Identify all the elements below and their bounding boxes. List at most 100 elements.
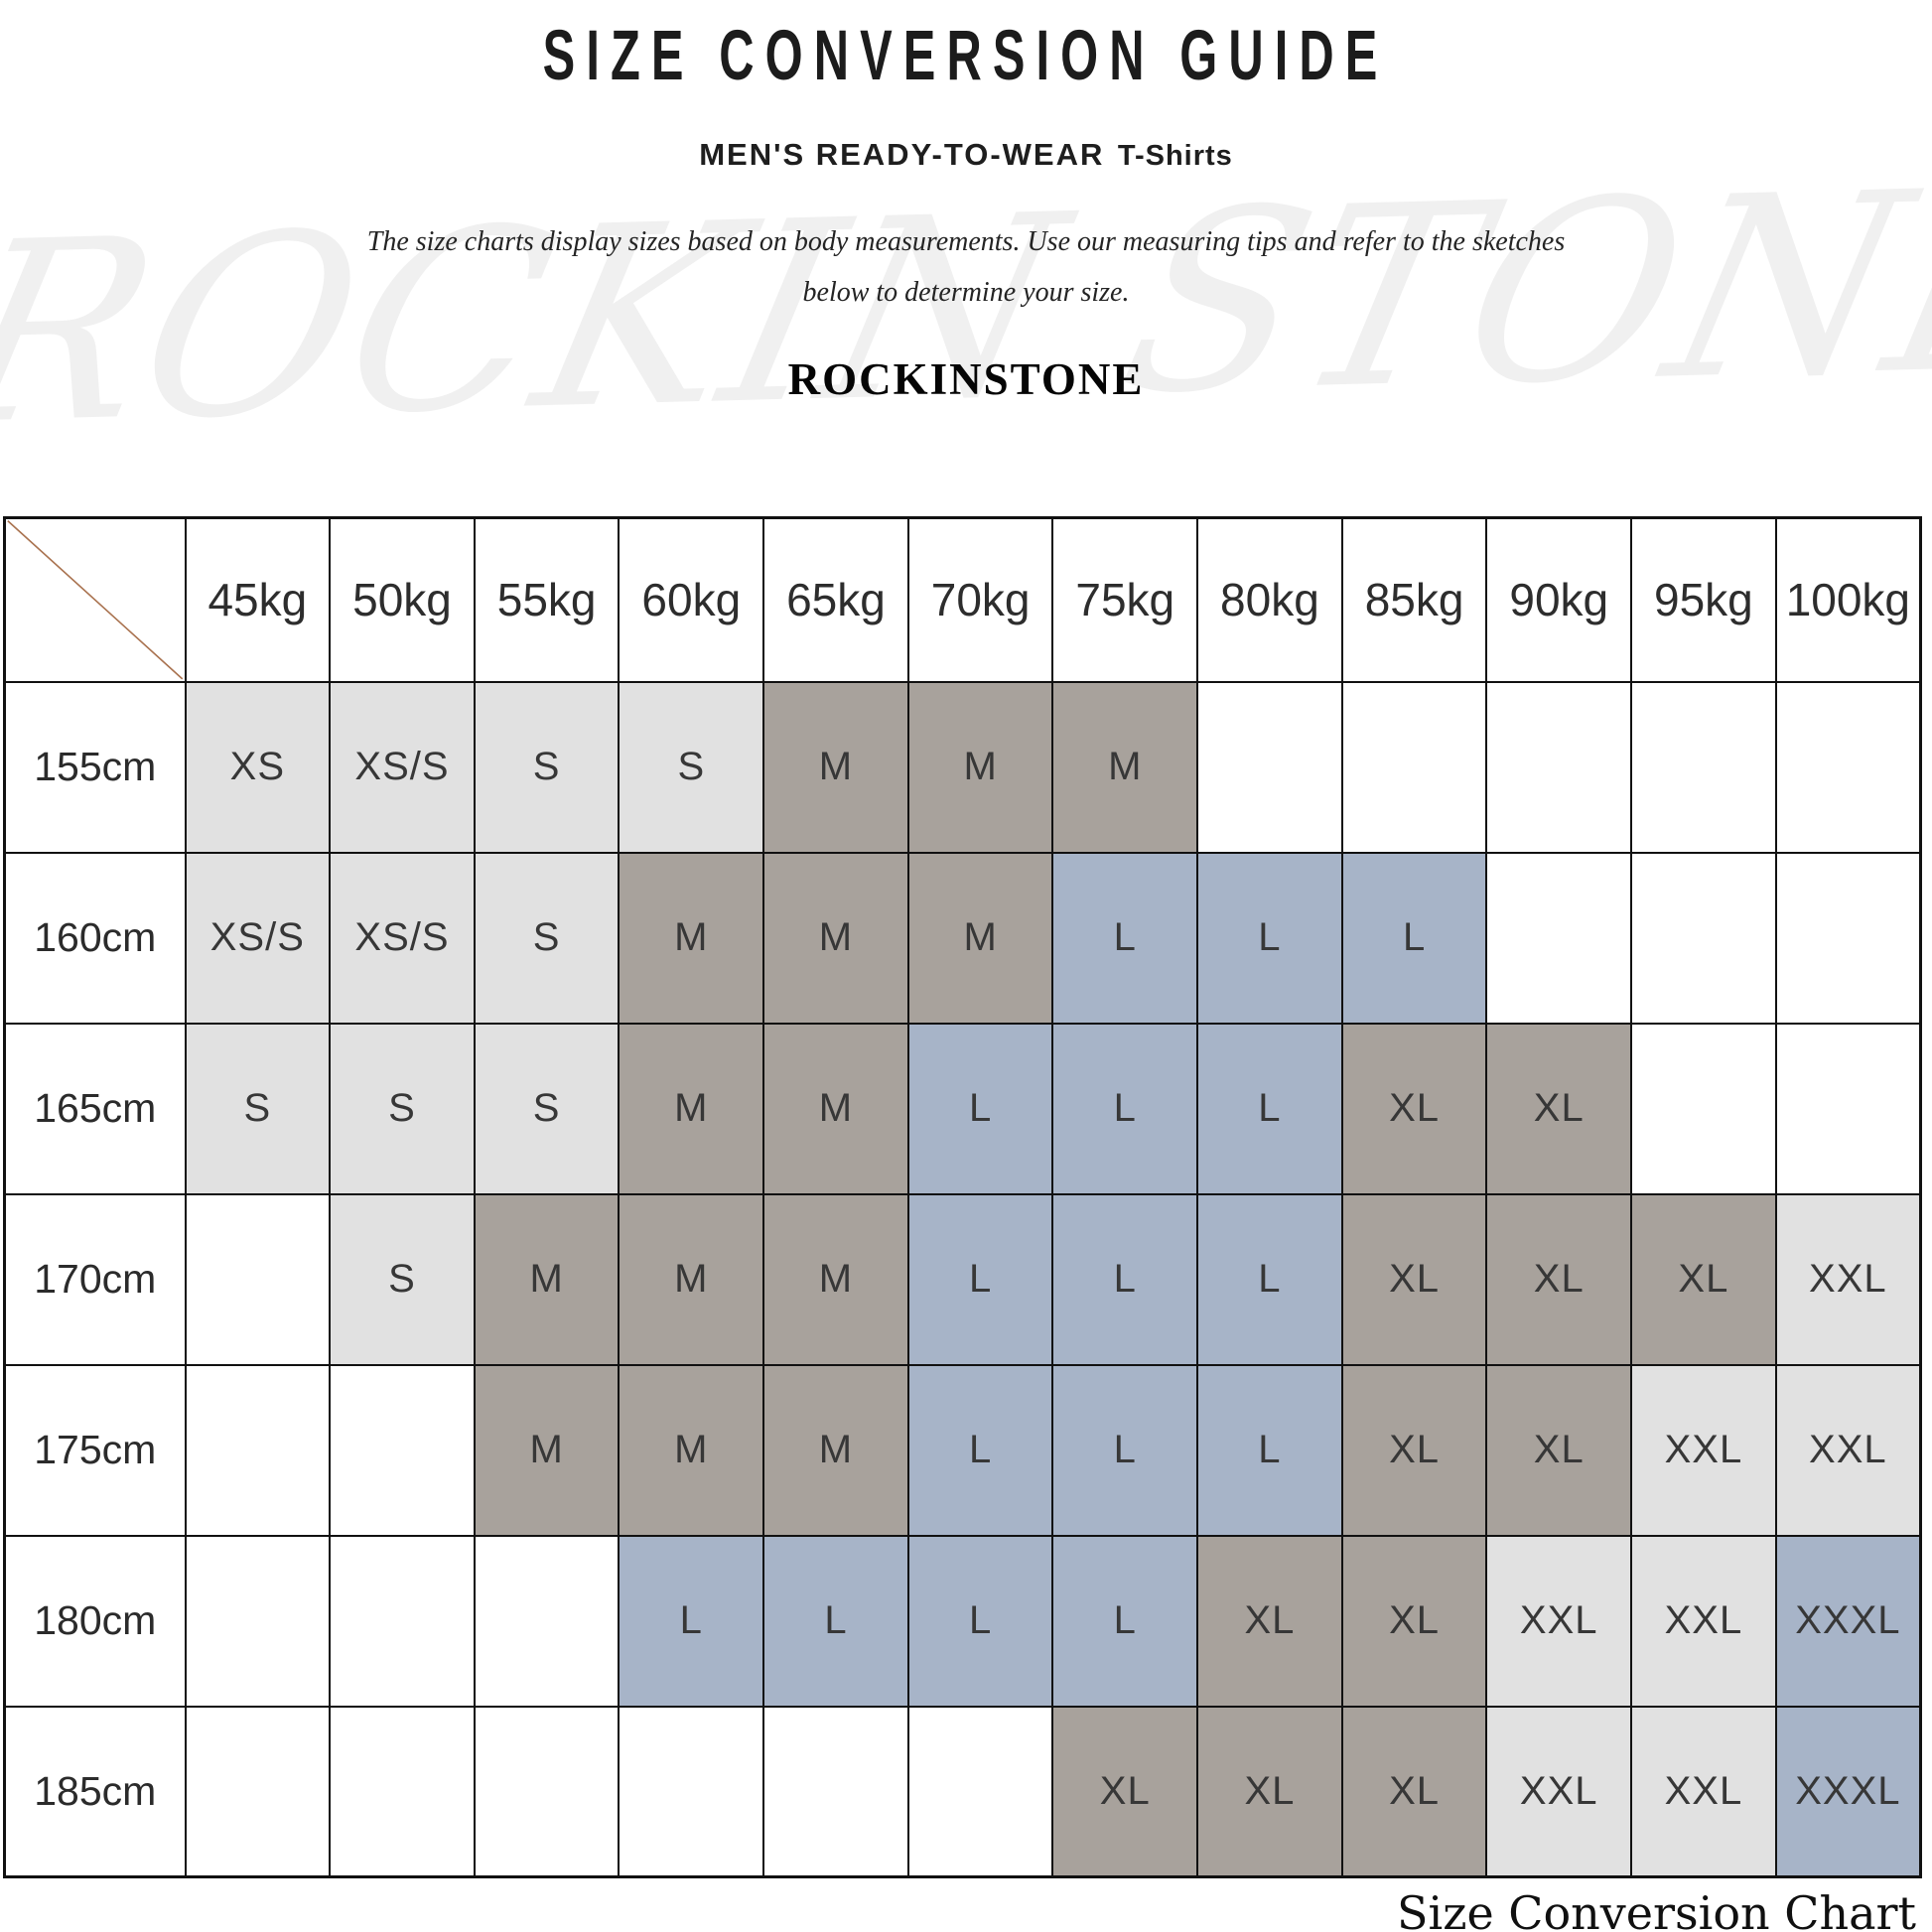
empty-cell	[184, 1363, 332, 1537]
empty-cell	[1630, 1022, 1777, 1195]
height-header-180cm: 180cm	[3, 1534, 187, 1708]
weight-header-75kg: 75kg	[1051, 516, 1199, 683]
size-cell: M	[906, 680, 1054, 854]
size-cell: XXXL	[1774, 1534, 1922, 1708]
size-cell: L	[1340, 851, 1488, 1025]
size-cell: XL	[1196, 1705, 1343, 1878]
table-row-155cm: 155cm XS XS/S S S M M M	[3, 680, 1922, 854]
size-cell: M	[618, 1192, 765, 1366]
size-cell: XL	[1340, 1534, 1488, 1708]
height-header-185cm: 185cm	[3, 1705, 187, 1878]
height-header-170cm: 170cm	[3, 1192, 187, 1366]
size-cell: S	[184, 1022, 332, 1195]
size-cell: M	[473, 1192, 621, 1366]
size-cell: M	[618, 1363, 765, 1537]
title-wrap: SIZE CONVERSION GUIDE	[0, 14, 1932, 95]
empty-cell	[329, 1363, 476, 1537]
size-cell: L	[1196, 851, 1343, 1025]
size-cell: XL	[1630, 1192, 1777, 1366]
size-cell: L	[1051, 1192, 1199, 1366]
size-cell: XXL	[1485, 1705, 1633, 1878]
size-cell: L	[906, 1022, 1054, 1195]
weight-header-row: 45kg 50kg 55kg 60kg 65kg 70kg 75kg 80kg 85kg 90kg…	[3, 516, 1922, 683]
size-cell: XXL	[1774, 1192, 1922, 1366]
size-cell: M	[906, 851, 1054, 1025]
size-cell: XL	[1340, 1363, 1488, 1537]
weight-header-50kg: 50kg	[329, 516, 476, 683]
empty-cell	[1485, 851, 1633, 1025]
size-cell: M	[762, 680, 909, 854]
empty-cell	[329, 1705, 476, 1878]
weight-header-85kg: 85kg	[1340, 516, 1488, 683]
empty-cell	[473, 1705, 621, 1878]
size-cell: XS/S	[329, 680, 476, 854]
size-cell: L	[762, 1534, 909, 1708]
empty-cell	[329, 1534, 476, 1708]
brand-name: ROCKINSTONE	[787, 354, 1145, 404]
table-row-165cm: 165cm S S S M M L L L XL XL	[3, 1022, 1922, 1195]
description: The size charts display sizes based on b…	[0, 216, 1932, 318]
size-cell: M	[762, 851, 909, 1025]
size-cell: L	[1196, 1363, 1343, 1537]
weight-header-60kg: 60kg	[618, 516, 765, 683]
empty-cell	[618, 1705, 765, 1878]
size-cell: XL	[1485, 1192, 1633, 1366]
empty-cell	[184, 1192, 332, 1366]
weight-header-70kg: 70kg	[906, 516, 1054, 683]
size-cell: L	[906, 1192, 1054, 1366]
size-cell: S	[329, 1022, 476, 1195]
empty-cell	[1630, 680, 1777, 854]
table-row-175cm: 175cm M M M L L L XL XL XXL XXL	[3, 1363, 1922, 1537]
size-cell: XS/S	[329, 851, 476, 1025]
weight-header-90kg: 90kg	[1485, 516, 1633, 683]
table-row-160cm: 160cm XS/S XS/S S M M M L L L	[3, 851, 1922, 1025]
weight-header-80kg: 80kg	[1196, 516, 1343, 683]
weight-header-55kg: 55kg	[473, 516, 621, 683]
weight-header-65kg: 65kg	[762, 516, 909, 683]
size-cell: M	[762, 1363, 909, 1537]
size-cell: M	[762, 1192, 909, 1366]
size-cell: XS/S	[184, 851, 332, 1025]
size-cell: XXXL	[1774, 1705, 1922, 1878]
size-cell: XL	[1340, 1192, 1488, 1366]
height-header-155cm: 155cm	[3, 680, 187, 854]
empty-cell	[1774, 1022, 1922, 1195]
size-cell: L	[1051, 851, 1199, 1025]
empty-cell	[1340, 680, 1488, 854]
size-cell: L	[1196, 1192, 1343, 1366]
description-line-2: below to determine your size.	[802, 277, 1130, 308]
size-cell: S	[618, 680, 765, 854]
empty-cell	[184, 1534, 332, 1708]
size-cell: XXL	[1630, 1534, 1777, 1708]
size-cell: XL	[1485, 1022, 1633, 1195]
weight-header-95kg: 95kg	[1630, 516, 1777, 683]
size-cell: L	[1196, 1022, 1343, 1195]
size-cell: XXL	[1774, 1363, 1922, 1537]
height-header-160cm: 160cm	[3, 851, 187, 1025]
size-cell: XXL	[1485, 1534, 1633, 1708]
size-cell: L	[618, 1534, 765, 1708]
size-cell: XL	[1340, 1705, 1488, 1878]
size-cell: M	[618, 1022, 765, 1195]
empty-cell	[1774, 851, 1922, 1025]
size-guide-page: SIZE CONVERSION GUIDE MEN'S READY-TO-WEA…	[0, 14, 1932, 1932]
size-cell: XL	[1485, 1363, 1633, 1537]
size-cell: S	[329, 1192, 476, 1366]
size-cell: M	[618, 851, 765, 1025]
weight-header-45kg: 45kg	[184, 516, 332, 683]
height-header-165cm: 165cm	[3, 1022, 187, 1195]
size-cell: M	[1051, 680, 1199, 854]
empty-cell	[906, 1705, 1054, 1878]
size-cell: S	[473, 851, 621, 1025]
corner-cell	[3, 516, 187, 683]
size-cell: L	[906, 1534, 1054, 1708]
size-cell: XL	[1340, 1022, 1488, 1195]
size-cell: XXL	[1630, 1705, 1777, 1878]
size-cell: S	[473, 680, 621, 854]
size-cell: S	[473, 1022, 621, 1195]
size-cell: M	[762, 1022, 909, 1195]
height-header-175cm: 175cm	[3, 1363, 187, 1537]
size-cell: M	[473, 1363, 621, 1537]
empty-cell	[473, 1534, 621, 1708]
table-row-180cm: 180cm L L L L XL XL XXL XXL XXXL	[3, 1534, 1922, 1708]
